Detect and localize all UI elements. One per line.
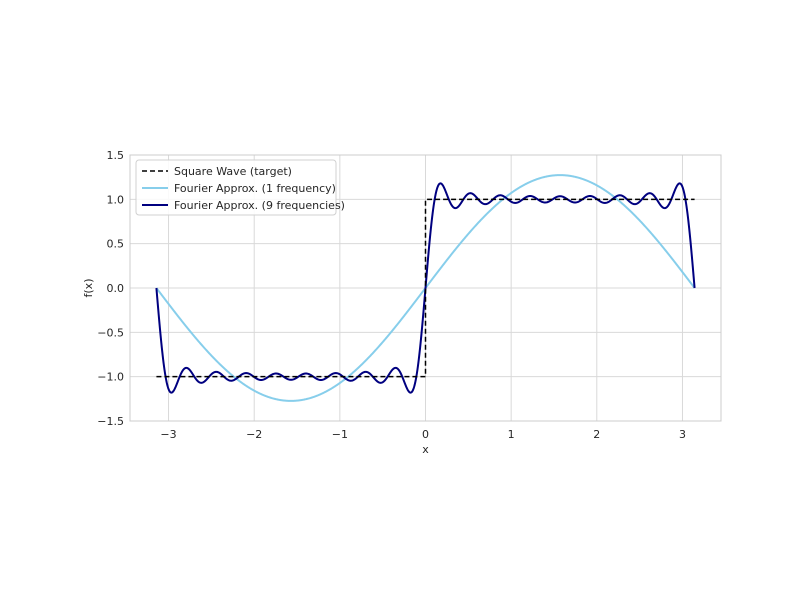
- legend-label: Fourier Approx. (9 frequencies): [174, 199, 345, 212]
- series-line-3: [155, 182, 696, 394]
- plot-frame: [129, 154, 722, 422]
- x-tick-label: −2: [246, 428, 262, 441]
- legend: Square Wave (target) Fourier Approx. (1 f…: [135, 159, 345, 216]
- legend-label: Fourier Approx. (1 frequency): [174, 182, 336, 195]
- x-tick-label: 3: [679, 428, 686, 441]
- x-tick-label: 1: [508, 428, 515, 441]
- legend-label: Square Wave (target): [174, 165, 292, 178]
- y-axis-label: f(x): [82, 279, 95, 298]
- y-tick-label: −1.0: [97, 371, 124, 384]
- y-tick-label: 0.0: [107, 282, 125, 295]
- plot-series: [155, 174, 696, 402]
- series-line-1: [156, 198, 695, 378]
- y-tick-label: 1.0: [107, 193, 125, 206]
- tick-labels: −3 −2 −1 0 1 2 3 −1.5 −1.0 −0.5 0.0 0.5 1.0 1.5: [97, 149, 686, 441]
- x-tick-label: −1: [332, 428, 348, 441]
- legend-box: [135, 159, 337, 216]
- x-tick-label: 2: [593, 428, 600, 441]
- x-tick-label: 0: [422, 428, 429, 441]
- y-tick-label: −1.5: [97, 415, 124, 428]
- x-tick-label: −3: [160, 428, 176, 441]
- x-axis-label: x: [422, 443, 429, 456]
- y-tick-label: 1.5: [107, 149, 125, 162]
- y-tick-label: −0.5: [97, 326, 124, 339]
- y-tick-label: 0.5: [107, 238, 125, 251]
